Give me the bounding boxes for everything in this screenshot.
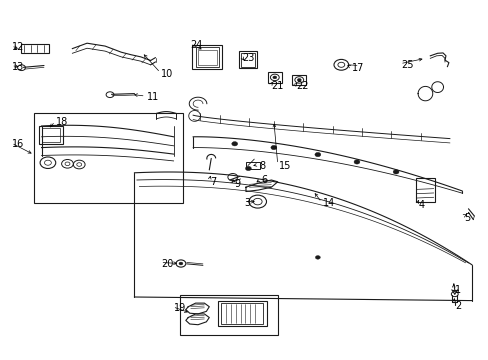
Text: 19: 19 — [173, 303, 185, 313]
Text: 9: 9 — [234, 179, 241, 189]
Polygon shape — [134, 172, 471, 301]
Bar — [198, 50, 216, 65]
Text: 6: 6 — [261, 175, 267, 185]
Bar — [192, 45, 222, 69]
Circle shape — [314, 152, 320, 157]
Circle shape — [270, 145, 276, 150]
Bar — [221, 303, 263, 324]
Text: 7: 7 — [210, 177, 216, 187]
Circle shape — [77, 163, 81, 166]
Text: 16: 16 — [12, 139, 24, 149]
Text: 25: 25 — [400, 60, 413, 70]
Text: 8: 8 — [259, 161, 265, 171]
Bar — [217, 301, 266, 326]
Bar — [20, 44, 49, 53]
Text: 21: 21 — [271, 81, 283, 91]
Circle shape — [353, 160, 359, 164]
Circle shape — [272, 76, 276, 79]
Circle shape — [65, 162, 70, 166]
Text: 23: 23 — [242, 53, 254, 63]
Text: 4: 4 — [417, 200, 424, 210]
Text: 22: 22 — [295, 81, 308, 91]
Bar — [39, 126, 62, 144]
Bar — [292, 75, 305, 85]
Circle shape — [231, 141, 237, 146]
Bar — [267, 72, 281, 83]
Text: 17: 17 — [351, 63, 364, 73]
Text: 14: 14 — [322, 198, 334, 208]
Text: 12: 12 — [12, 42, 24, 52]
Text: 20: 20 — [161, 258, 173, 269]
Bar — [180, 295, 277, 335]
Circle shape — [245, 166, 251, 171]
Text: 24: 24 — [190, 40, 203, 50]
Text: 5: 5 — [464, 213, 470, 223]
Polygon shape — [193, 137, 461, 193]
Text: 10: 10 — [161, 69, 173, 79]
Text: 18: 18 — [56, 117, 68, 127]
Text: 3: 3 — [244, 198, 250, 208]
Bar — [415, 178, 434, 202]
Bar — [238, 51, 257, 68]
Bar — [34, 113, 183, 203]
Bar — [245, 162, 259, 169]
Circle shape — [44, 160, 51, 165]
Bar — [241, 53, 254, 67]
Circle shape — [392, 170, 398, 174]
Circle shape — [315, 256, 320, 259]
Text: 1: 1 — [454, 285, 460, 295]
Bar — [42, 128, 60, 142]
Text: 13: 13 — [12, 62, 24, 72]
Text: 15: 15 — [278, 161, 290, 171]
Circle shape — [297, 78, 301, 81]
Bar — [195, 47, 219, 67]
Text: 11: 11 — [146, 92, 159, 102]
Circle shape — [179, 262, 183, 265]
Text: 2: 2 — [454, 301, 460, 311]
